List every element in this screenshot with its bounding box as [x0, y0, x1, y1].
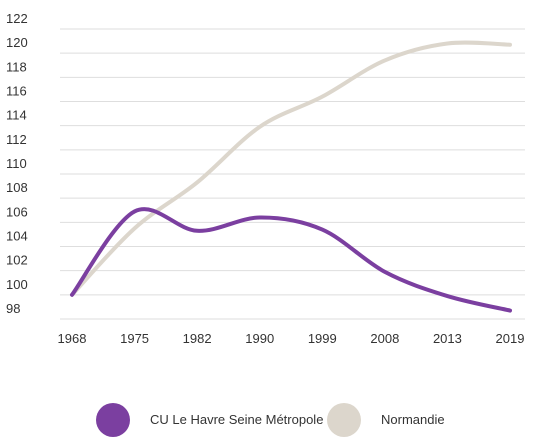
- legend-label: CU Le Havre Seine Métropole: [150, 412, 323, 427]
- y-tick-label: 100: [6, 277, 28, 292]
- y-tick-label: 108: [6, 180, 28, 195]
- x-tick-label: 2019: [496, 331, 525, 346]
- y-tick-label: 120: [6, 35, 28, 50]
- x-tick-label: 2008: [370, 331, 399, 346]
- y-tick-label: 122: [6, 11, 28, 26]
- x-tick-label: 1999: [308, 331, 337, 346]
- y-tick-label: 98: [6, 301, 20, 316]
- x-tick-label: 2013: [433, 331, 462, 346]
- y-tick-label: 112: [6, 132, 27, 147]
- legend-swatch: [96, 403, 130, 437]
- y-tick-label: 106: [6, 204, 28, 219]
- x-tick-label: 1975: [120, 331, 149, 346]
- y-tick-label: 102: [6, 253, 28, 268]
- series-line: [70, 207, 512, 313]
- legend-swatch: [327, 403, 361, 437]
- y-tick-label: 118: [6, 59, 27, 74]
- x-tick-label: 1990: [245, 331, 274, 346]
- x-tick-label: 1982: [183, 331, 212, 346]
- y-tick-label: 104: [6, 229, 28, 244]
- y-tick-label: 110: [6, 156, 27, 171]
- y-tick-label: 114: [6, 108, 27, 123]
- y-tick-label: 116: [6, 84, 27, 99]
- series-line: [70, 40, 512, 297]
- legend-label: Normandie: [381, 412, 445, 427]
- x-tick-label: 1968: [58, 331, 87, 346]
